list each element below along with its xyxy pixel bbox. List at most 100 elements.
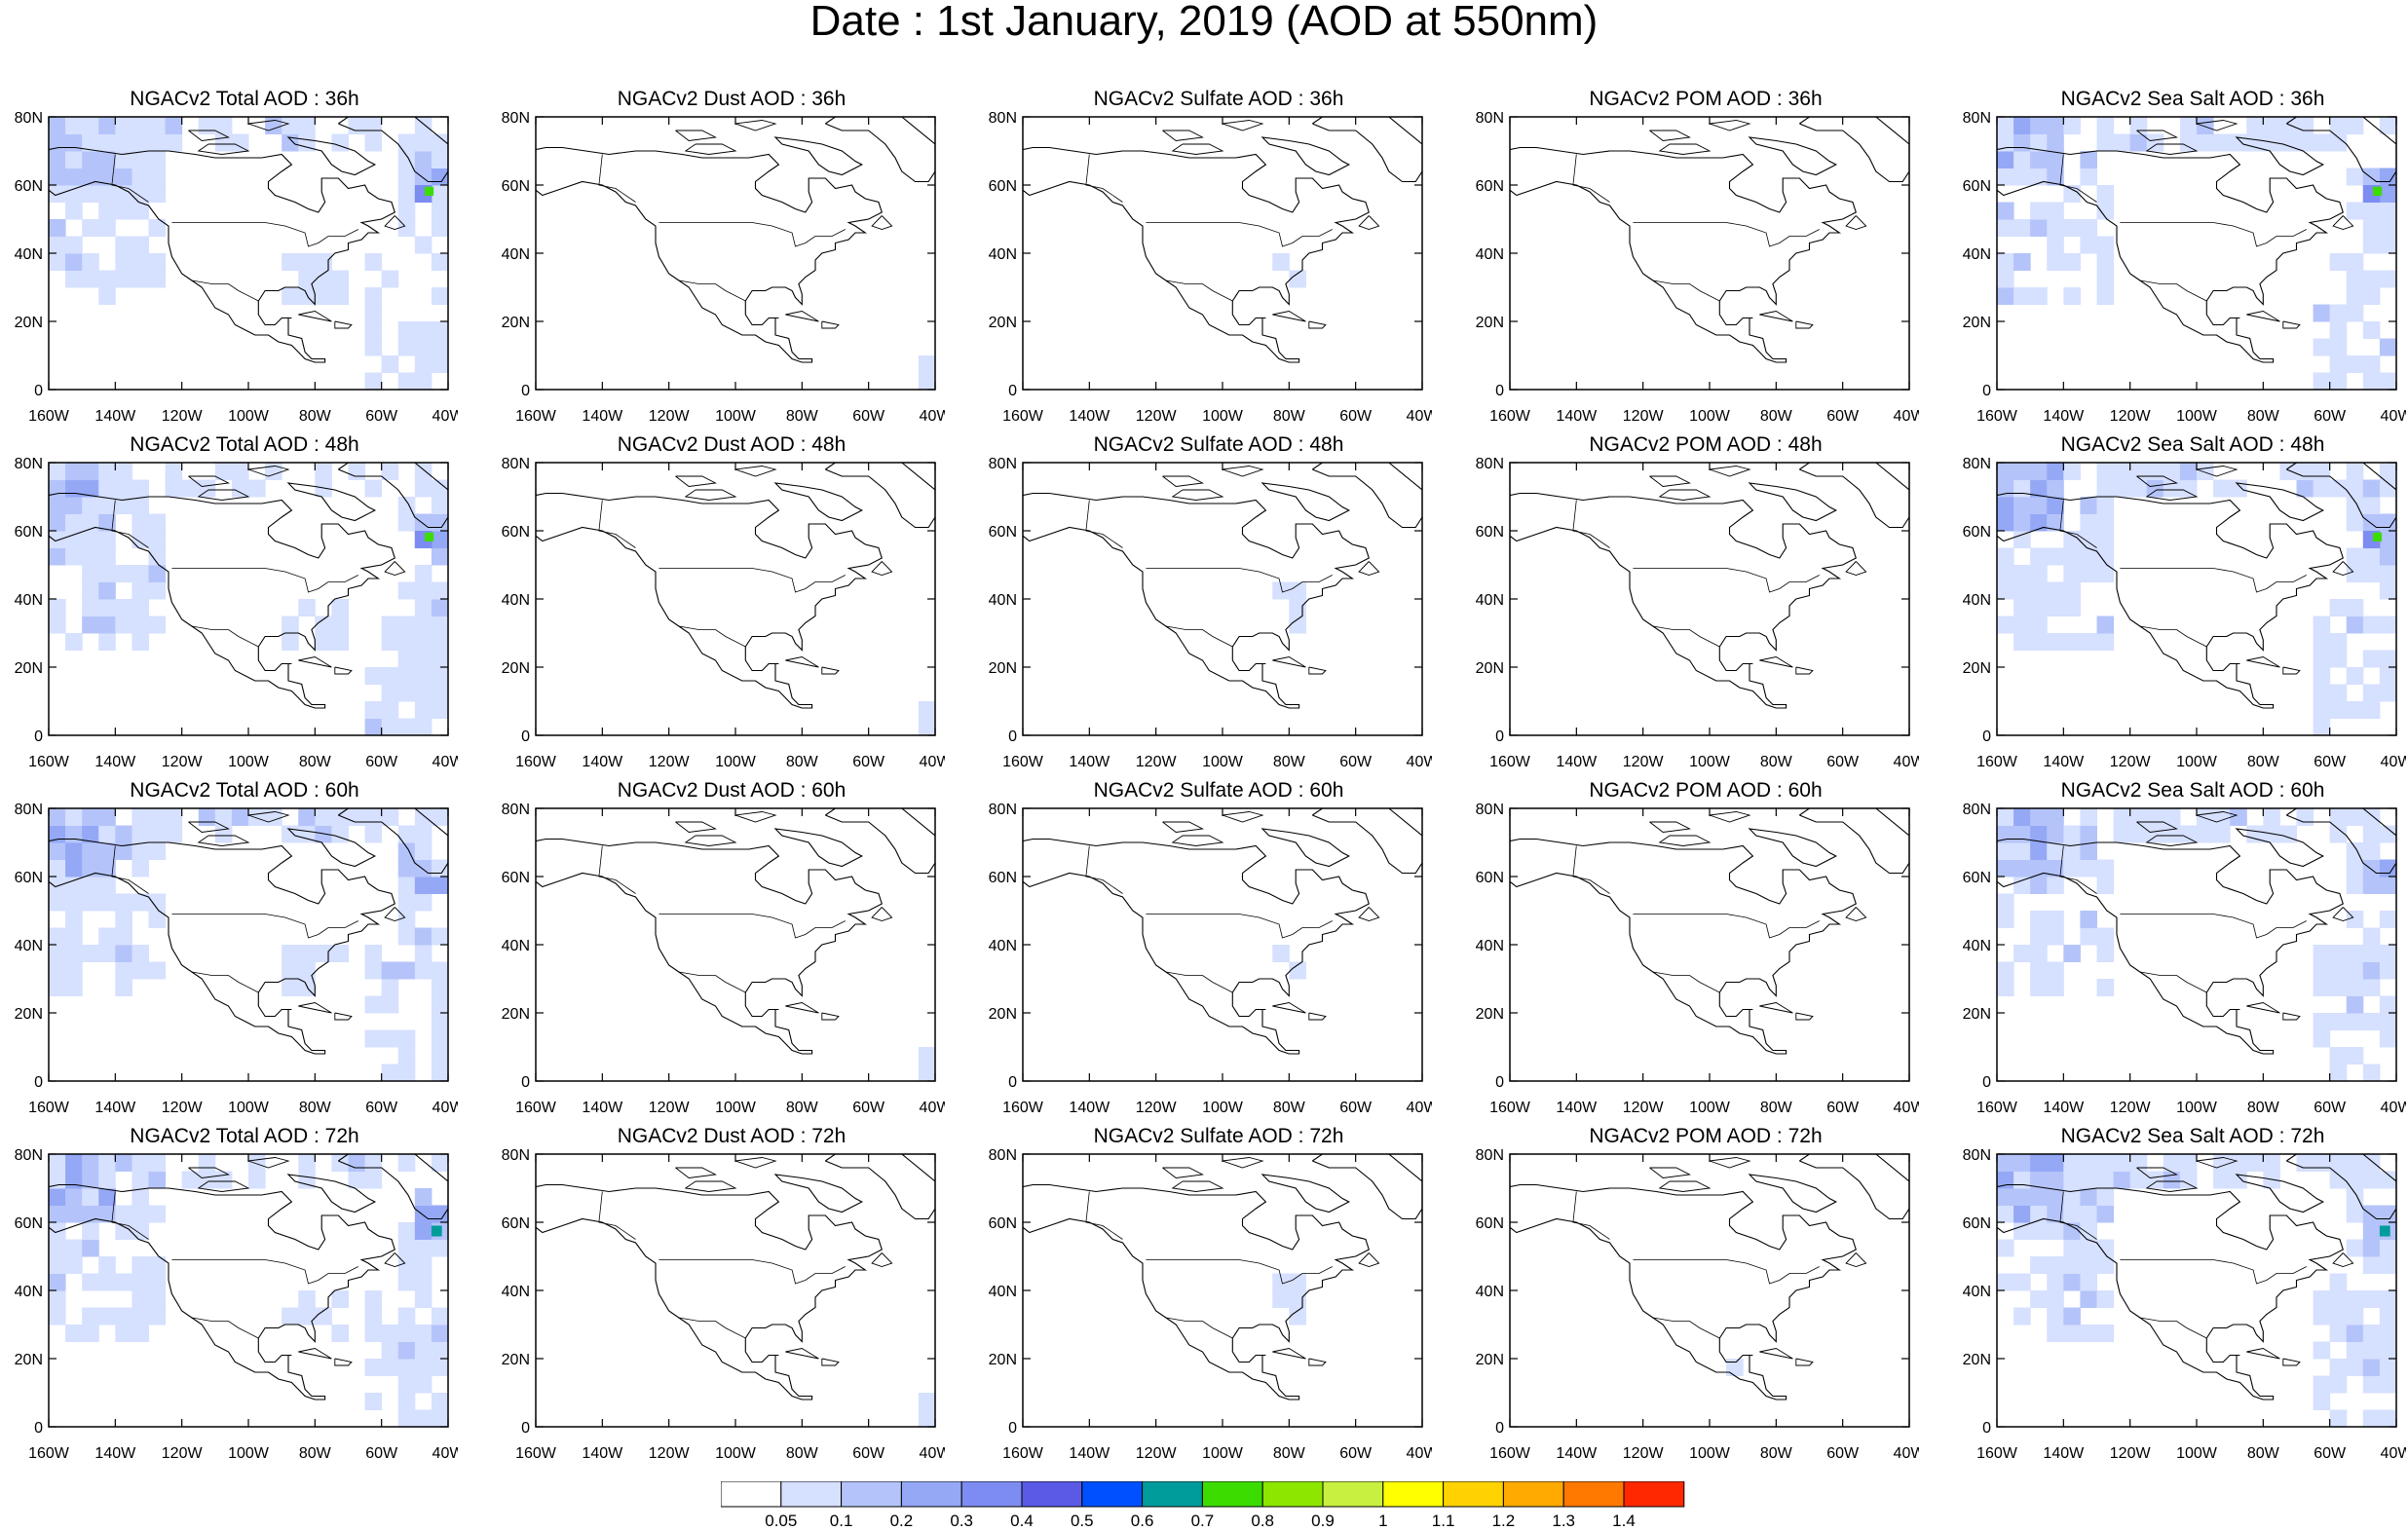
lat-tick-label: 40N xyxy=(15,592,43,609)
aod-cell xyxy=(282,633,299,651)
coastline-island xyxy=(684,143,737,155)
aod-cell xyxy=(148,616,167,634)
aod-cell xyxy=(364,117,383,134)
aod-cell xyxy=(2080,859,2097,878)
coastline-island xyxy=(384,561,406,576)
lat-tick-label: 20N xyxy=(1963,1352,1991,1368)
aod-cell xyxy=(1272,253,1290,271)
aod-cell xyxy=(115,497,132,514)
aod-cell xyxy=(49,877,66,894)
aod-cell xyxy=(98,270,116,288)
aod-cell xyxy=(414,808,433,826)
aod-cell xyxy=(2047,1290,2064,1308)
aod-cell xyxy=(397,1047,416,1064)
aod-cell xyxy=(2379,1409,2396,1427)
aod-cell xyxy=(2030,463,2048,480)
lon-tick-label: 140W xyxy=(582,1445,623,1462)
aod-cell xyxy=(2362,513,2381,532)
lon-tick-label: 160W xyxy=(515,1445,557,1462)
country-border xyxy=(191,625,259,648)
colorbar-swatch xyxy=(1443,1481,1504,1508)
aod-cell xyxy=(148,911,167,928)
aod-cell xyxy=(98,287,116,305)
aod-cell xyxy=(49,1239,66,1257)
colorbar-swatch xyxy=(1201,1481,1263,1508)
aod-cell xyxy=(2096,1205,2115,1223)
lat-tick-label: 60N xyxy=(15,870,43,886)
lon-tick-label: 60W xyxy=(365,1445,398,1462)
aod-cell xyxy=(148,151,167,168)
aod-cell xyxy=(2213,479,2231,498)
aod-cell xyxy=(2313,479,2331,498)
aod-cell xyxy=(82,168,99,186)
aod-cell xyxy=(2373,532,2383,541)
lon-tick-label: 140W xyxy=(1556,1100,1598,1116)
aod-cell xyxy=(2379,1375,2396,1394)
country-border xyxy=(1572,500,1610,548)
aod-cell xyxy=(348,808,366,826)
aod-cell xyxy=(2346,253,2364,271)
aod-cell xyxy=(115,1307,132,1326)
colorbar-label: 0.7 xyxy=(1191,1512,1215,1528)
lon-tick-label: 140W xyxy=(94,754,136,770)
lat-tick-label: 80N xyxy=(15,802,43,818)
coastline-island xyxy=(1272,656,1306,668)
aod-cell xyxy=(148,808,167,826)
colorbar-label: 1.4 xyxy=(1612,1512,1636,1528)
aod-cell xyxy=(1997,808,2014,826)
lon-tick-label: 40W xyxy=(1894,408,1919,425)
aod-cell xyxy=(2030,513,2048,532)
aod-cell xyxy=(2063,463,2081,480)
aod-cell xyxy=(431,168,448,186)
aod-cell xyxy=(381,463,399,480)
aod-cell xyxy=(2047,202,2064,220)
aod-cell xyxy=(2080,1256,2097,1274)
coastline-island xyxy=(334,1012,353,1021)
coastline-island xyxy=(1222,120,1264,131)
aod-cell xyxy=(2379,565,2396,582)
aod-cell xyxy=(2362,1222,2381,1240)
aod-cell xyxy=(2379,859,2396,878)
aod-cell xyxy=(65,151,83,168)
aod-cell xyxy=(2279,133,2297,152)
aod-cell xyxy=(364,718,383,735)
aod-cell xyxy=(431,513,448,532)
lat-tick-label: 40N xyxy=(989,592,1017,609)
aod-cell xyxy=(2379,684,2396,702)
lon-tick-label: 120W xyxy=(1136,408,1178,425)
aod-cell xyxy=(49,945,66,962)
aod-cell xyxy=(2362,1205,2381,1223)
lat-tick-label: 60N xyxy=(1963,178,1991,195)
aod-cell xyxy=(2129,479,2148,498)
panel-title: NGACv2 Sea Salt AOD : 60h xyxy=(2060,779,2325,802)
coastline-island xyxy=(1308,1012,1327,1021)
lat-tick-label: 20N xyxy=(15,1006,43,1023)
aod-cell xyxy=(148,133,167,152)
coastline-greenland xyxy=(1798,463,1909,529)
aod-cell xyxy=(2096,1239,2115,1257)
panel-title: NGACv2 Total AOD : 36h xyxy=(130,88,359,110)
panel-title: NGACv2 Sulfate AOD : 72h xyxy=(1093,1125,1344,1147)
aod-cell xyxy=(2346,463,2364,480)
aod-cell xyxy=(1726,1359,1744,1376)
aod-cell xyxy=(65,236,83,254)
aod-cell xyxy=(2013,531,2031,548)
country-border xyxy=(1165,971,1233,993)
aod-cell xyxy=(414,945,433,962)
aod-cell xyxy=(2030,979,2048,996)
aod-cell xyxy=(1289,616,1306,634)
aod-cell xyxy=(2047,979,2064,996)
aod-cell xyxy=(248,1171,266,1189)
lon-tick-label: 140W xyxy=(1556,1445,1598,1462)
aod-cell xyxy=(364,667,383,685)
aod-cell xyxy=(414,599,433,616)
aod-cell xyxy=(2313,945,2331,962)
aod-cell xyxy=(2296,463,2314,480)
coastline-island xyxy=(1162,1167,1205,1178)
lat-tick-label: 40N xyxy=(502,246,530,263)
aod-cell xyxy=(397,1029,416,1048)
lat-tick-label: 60N xyxy=(15,178,43,195)
aod-cell xyxy=(65,633,83,651)
aod-cell xyxy=(2063,633,2081,651)
